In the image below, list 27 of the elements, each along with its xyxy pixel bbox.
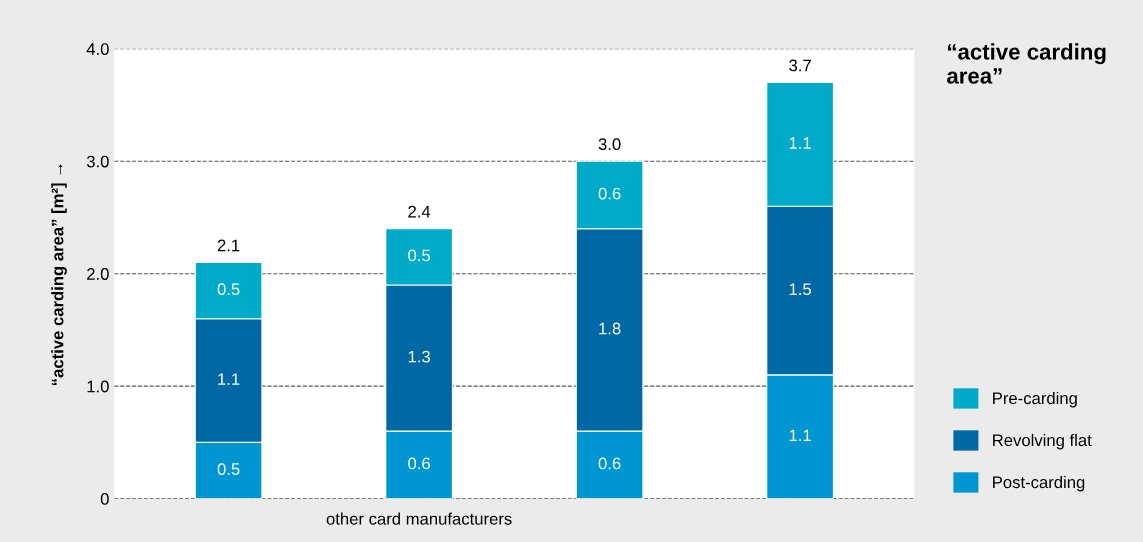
data-label: 0.6 [408, 457, 430, 470]
y-tick-label: 0 [100, 493, 109, 505]
y-tick-label: 1.0 [87, 380, 109, 393]
data-label: 0.5 [217, 463, 240, 475]
data-label: 1.1 [789, 137, 811, 149]
x-tick-label: other card manufacturers [326, 512, 512, 525]
data-label: 1.3 [408, 350, 430, 363]
total-label: 3.7 [789, 59, 811, 72]
data-label: 1.5 [789, 283, 811, 296]
data-label: 1.1 [789, 429, 811, 442]
y-tick-label: 4.0 [86, 43, 109, 55]
y-tick-label: 3.0 [86, 155, 109, 168]
legend-label: Revolving flat [993, 433, 1092, 450]
data-label: 0.6 [598, 187, 621, 200]
data-label: 1.8 [599, 322, 621, 335]
total-label: 2.4 [408, 205, 431, 218]
data-label: 0.6 [598, 457, 621, 470]
legend-label: Pre-carding [993, 391, 1077, 408]
data-label: 0.5 [408, 249, 430, 262]
text: “active carding area” [947, 43, 1106, 84]
legend-label: Post-carding [993, 475, 1085, 492]
data-label: 0.5 [217, 283, 240, 296]
total-label: 3.0 [598, 138, 621, 151]
total-label: 2.1 [217, 239, 240, 252]
y-axis-title: “active carding area” [m²] → [51, 164, 67, 386]
y-tick-label: 2.0 [87, 268, 109, 280]
data-label: 1.1 [218, 373, 240, 385]
